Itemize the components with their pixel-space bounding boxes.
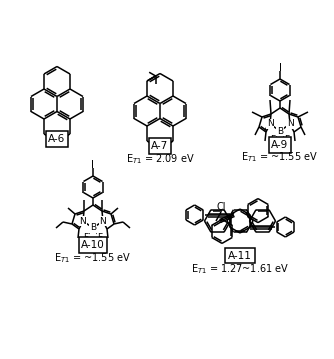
Text: F: F [84,233,89,242]
Text: N: N [267,120,273,129]
Text: A-7: A-7 [151,141,169,151]
Text: A-9: A-9 [271,140,289,150]
Text: E$_{T1}$ = 1.27~1.61 eV: E$_{T1}$ = 1.27~1.61 eV [191,262,289,276]
Text: I: I [279,63,282,73]
Text: E$_{T1}$ = 2.09 eV: E$_{T1}$ = 2.09 eV [126,152,194,166]
Text: E$_{T1}$ = ~1.55 eV: E$_{T1}$ = ~1.55 eV [241,150,319,164]
Text: F: F [271,135,276,145]
Text: I: I [92,160,95,170]
Text: N: N [79,216,87,225]
Text: F: F [285,135,290,145]
Text: B: B [90,224,96,233]
Text: E$_{T1}$ = ~1.55 eV: E$_{T1}$ = ~1.55 eV [54,251,132,265]
Text: A-6: A-6 [48,134,65,144]
Text: N: N [100,216,106,225]
Text: F: F [98,233,103,242]
Text: N: N [287,120,293,129]
Text: A-11: A-11 [228,251,252,261]
Text: Cl: Cl [216,202,226,212]
Text: B: B [277,126,283,135]
Text: A-10: A-10 [81,240,105,250]
